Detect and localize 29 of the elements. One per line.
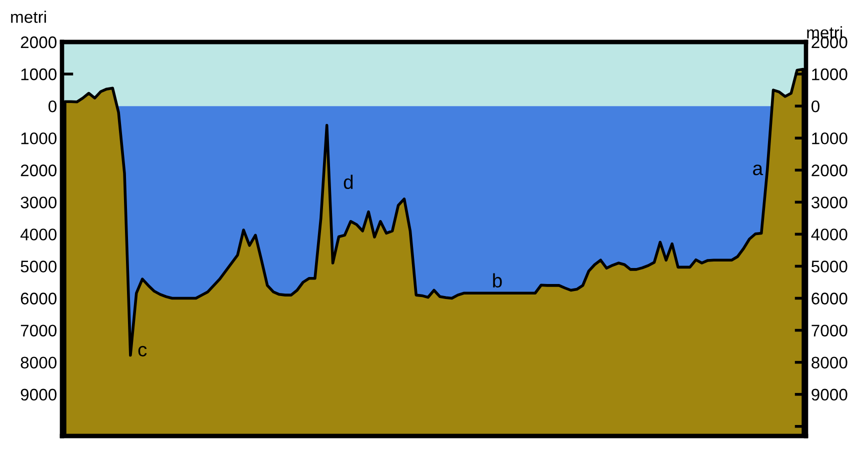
y-tick-label: 3000 — [20, 196, 56, 208]
y-tick-label: 8000 — [20, 356, 56, 369]
y-tick-label: 5000 — [20, 260, 56, 272]
y-tick-label: 2000 — [20, 36, 56, 48]
y-tick-label: 0 — [48, 100, 56, 112]
y-tick-label: 7000 — [20, 324, 56, 336]
y-tick-label: 6000 — [20, 292, 56, 304]
y2-tick-label: 4000 — [811, 228, 848, 240]
y2-tick-label: 1000 — [812, 132, 848, 144]
annotation: c — [138, 346, 147, 357]
y2-tick-label: 9000 — [812, 388, 848, 401]
annotation: b — [493, 273, 502, 288]
annotation: d — [344, 174, 353, 190]
y2-tick-label: 7000 — [812, 324, 848, 336]
y-tick-label: 2000 — [20, 164, 56, 176]
y-tick-label: 1000 — [21, 68, 56, 80]
y2-tick-label: 6000 — [812, 292, 848, 304]
y-tick-label: 9000 — [20, 388, 56, 401]
y2-tick-label: 2000 — [812, 36, 848, 48]
y2-tick-label: 2000 — [812, 164, 848, 176]
y2-tick-label: 3000 — [811, 196, 848, 208]
y2-tick-label: 8000 — [812, 356, 848, 369]
y2-tick-label: 0 — [812, 100, 820, 112]
y2-tick-label: 5000 — [812, 260, 848, 272]
y-tick-label: 4000 — [20, 228, 56, 240]
y-axis-title: metri — [11, 10, 46, 23]
y-tick-label: 1000 — [21, 132, 56, 144]
y2-tick-label: 1000 — [812, 68, 848, 80]
annotation: a — [753, 164, 764, 176]
